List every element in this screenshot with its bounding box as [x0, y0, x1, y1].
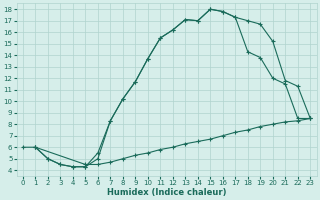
X-axis label: Humidex (Indice chaleur): Humidex (Indice chaleur): [107, 188, 226, 197]
